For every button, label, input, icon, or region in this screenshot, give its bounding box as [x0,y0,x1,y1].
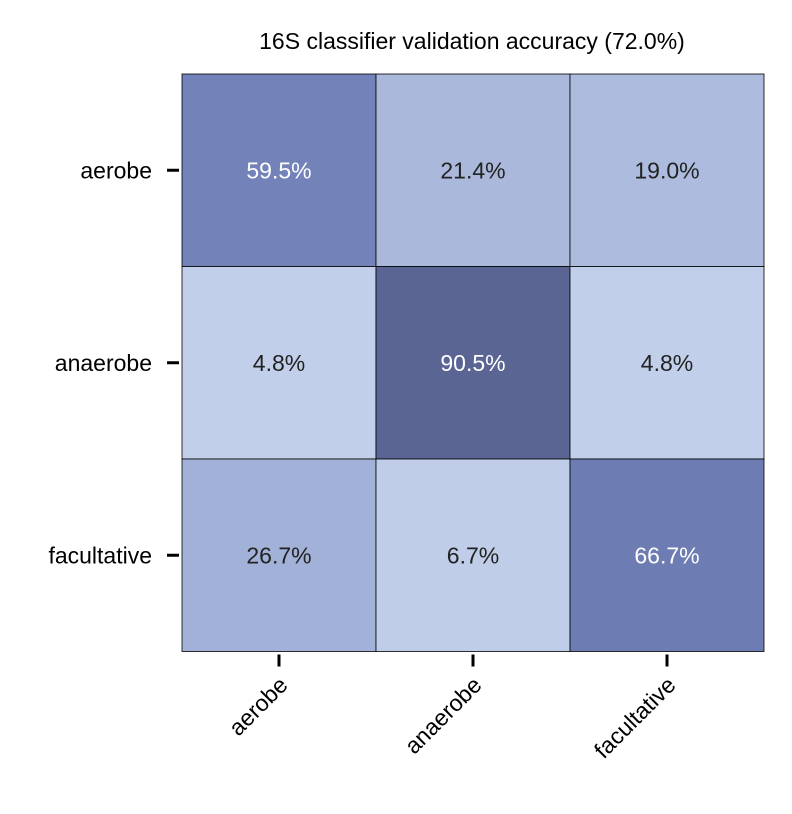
heatmap-cell [375,458,571,652]
y-axis: aerobe anaerobe facultative [48,157,179,568]
y-tick-label: facultative [48,542,152,568]
x-tick-label: facultative [589,672,681,764]
cell-value-label: 19.0% [634,157,699,183]
cell-value-label: 90.5% [440,350,505,376]
y-tick-label: aerobe [80,157,152,183]
x-tick-label: anaerobe [399,672,486,759]
heatmap-cell [569,73,765,267]
heatmap-cells: 59.5% 21.4% 19.0% 4.8% 90.5% 4.8% 26.7% 6.7% 66.… [181,73,765,652]
x-tick-label: aerobe [224,672,293,741]
cell-value-label: 59.5% [246,157,311,183]
heatmap-cell [181,73,377,267]
cell-value-label: 66.7% [634,542,699,568]
y-tick-label: anaerobe [55,350,152,376]
cell-value-label: 4.8% [253,350,305,376]
cell-value-label: 4.8% [641,350,693,376]
heatmap-cell [569,458,765,652]
heatmap-cell [375,266,571,460]
heatmap-cell [181,458,377,652]
heatmap-cell [375,73,571,267]
x-axis: aerobe anaerobe facultative [224,654,681,764]
cell-value-label: 6.7% [447,542,499,568]
chart-title: 16S classifier validation accuracy (72.0… [259,28,685,54]
heatmap-cell [569,266,765,460]
heatmap-cell [181,266,377,460]
cell-value-label: 21.4% [440,157,505,183]
cell-value-label: 26.7% [246,542,311,568]
